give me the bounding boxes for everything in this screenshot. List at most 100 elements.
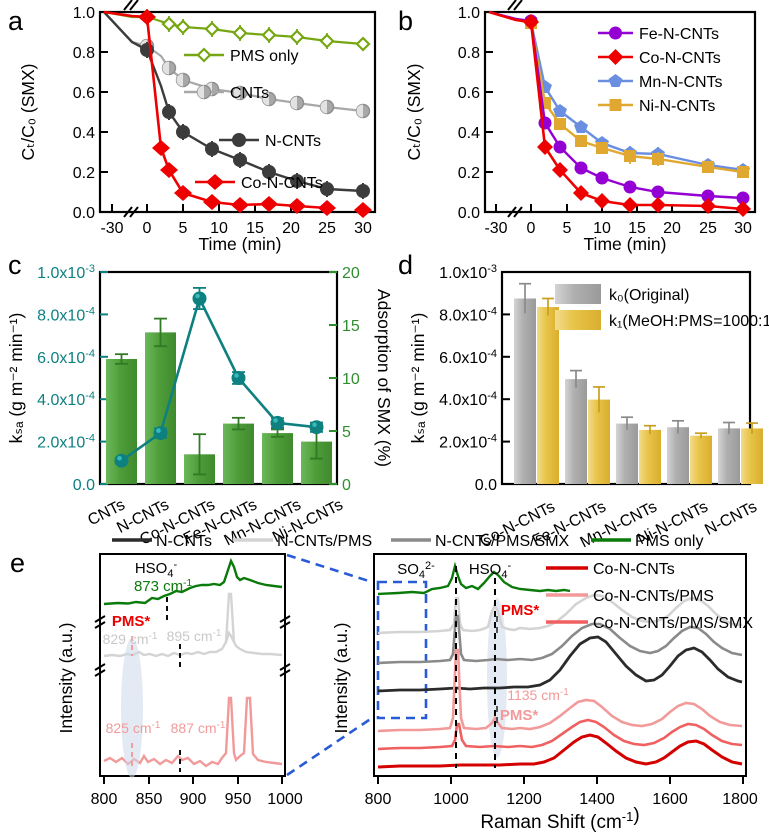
annotation-1135-right: 1135 cm-1	[507, 687, 569, 703]
panel-a-svg: 0.0 0.2 0.4 0.6 0.8 1.0	[18, 0, 377, 254]
bar-k1-fe	[588, 399, 610, 484]
svg-text:-30: -30	[484, 220, 507, 237]
legend-item-n-cnts: N-CNTs	[219, 133, 321, 150]
panel-b-label: b	[398, 6, 414, 36]
panel-d-yaxis-title: kₛₐ (g m⁻² min⁻¹)	[408, 313, 428, 444]
xtick: 800	[91, 791, 118, 808]
panel-d-errorbars-k0	[519, 282, 735, 435]
legend-item-co-n-cnts: Co-N-CNTs	[195, 174, 323, 192]
annotation-873-left: 873 cm-1	[134, 578, 193, 595]
panel-e-right-legend: Co-N-CNTs Co-N-CNTs/PMS Co-N-CNTs/PMS/SM…	[546, 561, 753, 632]
svg-text:10: 10	[342, 371, 360, 388]
panel-d-plot-area: 0.0 2.0x10-4 4.0x10-4 6.0x10-4 8.0x10-4 …	[408, 263, 769, 551]
svg-text:0.8: 0.8	[73, 45, 95, 62]
svg-text:20: 20	[663, 220, 681, 237]
panel-a-label: a	[8, 6, 24, 36]
panel-c-bars	[106, 332, 332, 484]
bar-mn-n-cnts	[262, 433, 293, 484]
svg-text:15: 15	[342, 318, 360, 335]
panel-b-xaxis-title: Time (min)	[584, 234, 667, 254]
legend-label-co: Co-N-CNTs	[639, 50, 721, 67]
panel-b-plot-area: 0.0 0.2 0.4 0.6 0.8 1.0	[404, 0, 757, 254]
annotation-hso4-right: HSO4-	[469, 560, 512, 581]
panel-c-ksa-line	[114, 287, 324, 468]
annotation-829-left: 829 cm-1	[103, 631, 158, 647]
series-co-markers-b	[523, 14, 751, 217]
panel-b-yaxis-title: Cₜ/C₀ (SMX)	[404, 63, 424, 160]
panel-e-right-xtick-labels: 800 1000 1200 1400 1600 1800	[365, 791, 758, 808]
panel-b: 0.0 0.2 0.4 0.6 0.8 1.0	[390, 0, 769, 254]
bar-k0-mn	[616, 423, 638, 484]
legend-label-pms-only-e: PMS only	[635, 533, 703, 550]
panel-d-label: d	[398, 250, 414, 280]
svg-text:25: 25	[318, 220, 336, 237]
svg-text:5: 5	[342, 424, 351, 441]
bar-k0-ncnt	[718, 428, 740, 484]
bar-n-cnts	[145, 332, 176, 484]
xtick: 900	[180, 791, 207, 808]
legend-label-n-cnts-e: N-CNTs	[156, 533, 212, 550]
xtick: 1600	[652, 791, 688, 808]
legend-label-mn: Mn-N-CNTs	[639, 74, 723, 91]
panel-d: 0.0 2.0x10-4 4.0x10-4 6.0x10-4 8.0x10-4 …	[390, 250, 769, 552]
annotation-pms-star-right-lower: PMS*	[500, 707, 539, 724]
panel-a-xaxis-title: Time (min)	[199, 234, 282, 254]
spectrum-n-cnts-pms-left	[103, 630, 283, 658]
svg-text:15: 15	[628, 220, 646, 237]
panel-b-xtick-labels: -30 0 5 10 15 20 25 30	[484, 220, 752, 237]
svg-text:4.0x10-4: 4.0x10-4	[439, 390, 497, 409]
series-co-n-cnts-markers	[138, 9, 372, 218]
legend-label-co-n-cnts-e: Co-N-CNTs	[593, 561, 675, 578]
panel-d-ytick-labels: 0.0 2.0x10-4 4.0x10-4 6.0x10-4 8.0x10-4 …	[439, 263, 497, 494]
panel-e-right-subplot: SO42- HSO4- PMS* 1135 cm-1 PMS* Co-N-CNT…	[331, 553, 758, 808]
panel-e-right-peak-markers	[455, 566, 496, 768]
svg-text:0.0: 0.0	[458, 205, 480, 222]
panel-c-svg: 0.0 2.0x10-4 4.0x10-4 6.0x10-4 8.0x10-4 …	[6, 263, 394, 549]
panel-a: 0.0 0.2 0.4 0.6 0.8 1.0	[0, 0, 390, 254]
spectrum-co-n-cnts-pms-smx-left	[103, 696, 283, 768]
svg-text:30: 30	[734, 220, 752, 237]
xtick: 850	[136, 791, 163, 808]
panel-a-plot-area: 0.0 0.2 0.4 0.6 0.8 1.0	[18, 0, 377, 254]
svg-text:0.6: 0.6	[73, 85, 95, 102]
legend-label-n-cnts: N-CNTs	[265, 133, 321, 150]
spectrum-co-n-cnts-right	[377, 733, 743, 769]
panel-b-legend: Fe-N-CNTs Co-N-CNTs Mn-N-CNTs	[598, 26, 723, 115]
panel-d-errorbars-k1	[542, 297, 758, 439]
xtick: 1800	[722, 791, 758, 808]
svg-text:20: 20	[342, 265, 360, 282]
svg-text:2.0x10-4: 2.0x10-4	[439, 433, 497, 452]
svg-text:0: 0	[527, 220, 536, 237]
highlight-ellipse-right	[487, 598, 507, 758]
svg-text:0: 0	[342, 477, 351, 494]
legend-label-cnts: CNTs	[230, 85, 269, 102]
svg-text:5: 5	[179, 220, 188, 237]
svg-text:0.0: 0.0	[475, 477, 497, 494]
svg-text:10: 10	[593, 220, 611, 237]
annotation-887-left: 887 cm-1	[171, 720, 226, 736]
svg-text:15: 15	[246, 220, 264, 237]
svg-text:0.4: 0.4	[73, 125, 95, 142]
spectrum-pms-only-left	[103, 557, 283, 606]
legend-label-n-cnts-pms: N-CNTs/PMS	[277, 533, 372, 550]
legend-swatch-k0	[555, 284, 601, 304]
svg-text:6.0x10-4: 6.0x10-4	[37, 348, 95, 367]
annotation-pms-star-left: PMS*	[112, 613, 151, 630]
svg-text:-30: -30	[100, 220, 123, 237]
panel-e: N-CNTs N-CNTs/PMS N-CNTs/PMS/SMX PMS onl…	[0, 528, 769, 832]
panel-e-left-xtick-labels: 800 850 900 950 1000	[91, 791, 303, 808]
bar-k1-ni	[690, 435, 712, 484]
legend-label-k1: k₁(MeOH:PMS=1000:1)	[609, 313, 769, 330]
panel-e-left-subplot: HSO4- 873 cm-1 PMS* 829 cm-1 895 cm-1 82…	[56, 553, 303, 808]
annotation-pms-star-right-upper: PMS*	[501, 602, 540, 619]
xtick: 1200	[506, 791, 542, 808]
panel-c-label: c	[8, 250, 22, 280]
svg-text:0.8: 0.8	[458, 45, 480, 62]
svg-text:0.2: 0.2	[458, 165, 480, 182]
svg-text:0.6: 0.6	[458, 85, 480, 102]
panel-d-bars	[514, 298, 763, 484]
legend-item-cnts: CNTs	[184, 84, 269, 102]
legend-item-co-n-cnts-pms-e: Co-N-CNTs/PMS	[546, 588, 714, 605]
roi-box	[376, 580, 428, 720]
